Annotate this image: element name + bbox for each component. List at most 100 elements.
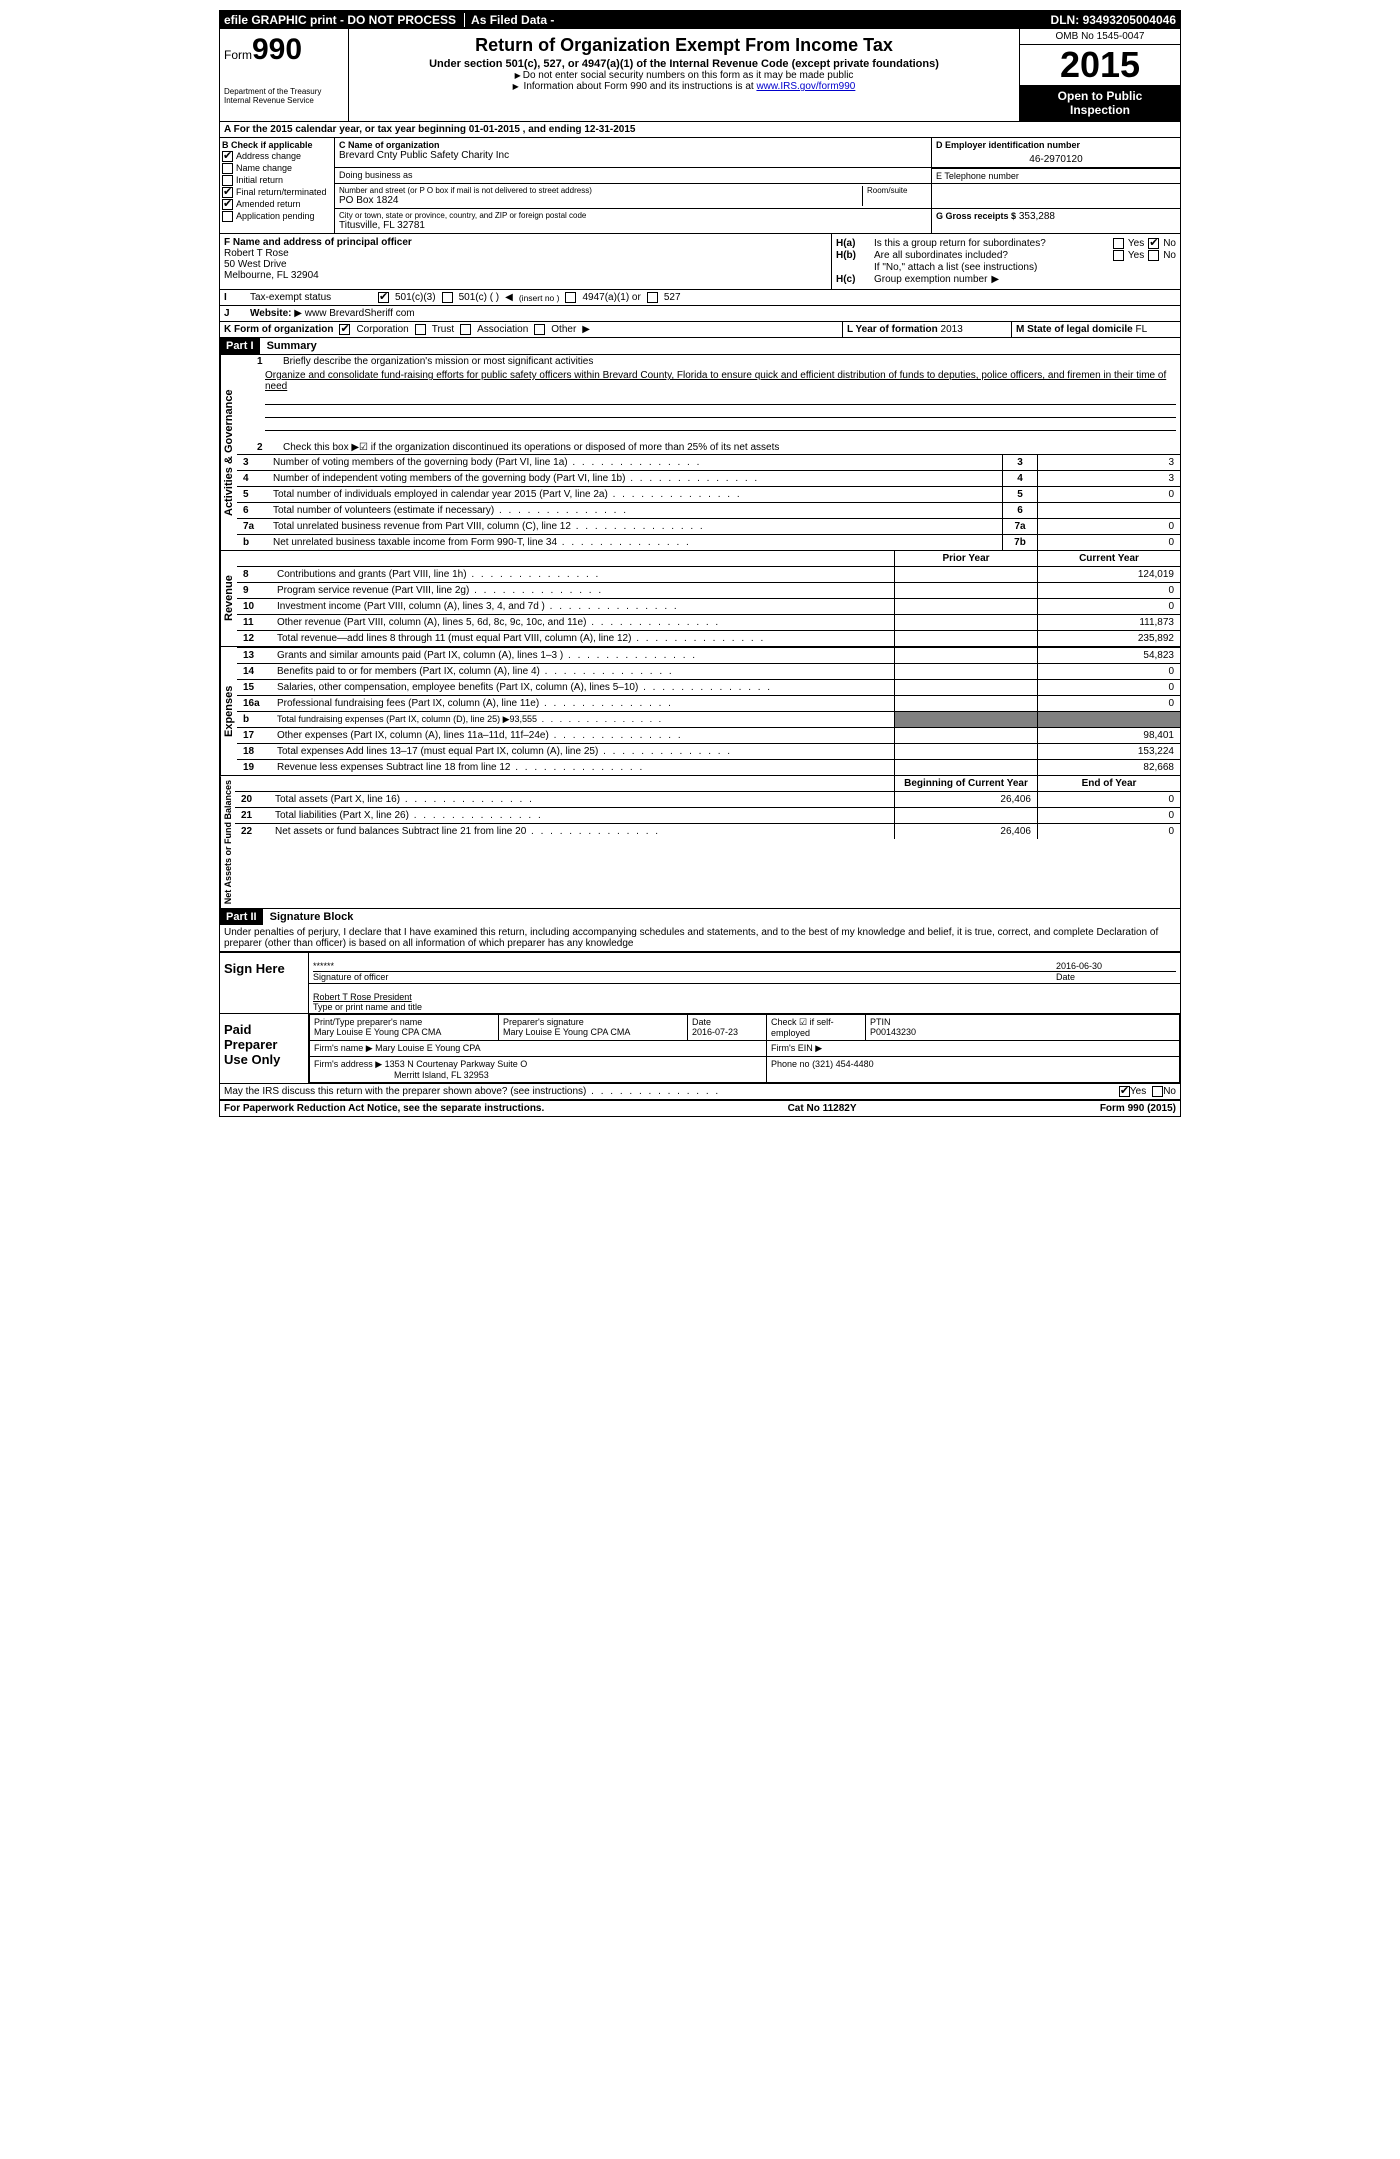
discuss-no-checkbox[interactable] (1152, 1086, 1163, 1097)
fin-row-num: 14 (237, 664, 275, 679)
city-label: City or town, state or province, country… (339, 211, 927, 220)
line1-txt: Briefly describe the organization's miss… (283, 356, 1176, 367)
street-label: Number and street (or P O box if mail is… (339, 186, 862, 195)
financial-row: 19 Revenue less expenses Subtract line 1… (237, 759, 1180, 775)
hb-yes-checkbox[interactable] (1113, 250, 1124, 261)
row-cellnum: 7b (1002, 535, 1038, 550)
discuss-yes-checkbox[interactable] (1119, 1086, 1130, 1097)
row-num: b (237, 535, 271, 550)
amended-return-label: Amended return (236, 199, 301, 209)
line2-num: 2 (257, 442, 283, 453)
form-footer: For Paperwork Reduction Act Notice, see … (220, 1099, 1180, 1116)
fin-row-num: 16a (237, 696, 275, 711)
col-b-title: B Check if applicable (222, 140, 332, 150)
row-klm: K Form of organization Corporation Trust… (220, 322, 1180, 338)
fin-prior-value (894, 744, 1037, 759)
row-num: 4 (237, 471, 271, 486)
application-pending-checkbox[interactable] (222, 211, 233, 222)
prep-name-label: Print/Type preparer's name (314, 1017, 494, 1027)
corp-checkbox[interactable] (339, 324, 350, 335)
firm-addr2: Merritt Island, FL 32953 (314, 1070, 489, 1080)
part-ii-label: Part II (220, 909, 263, 925)
fin-row-num: 8 (237, 567, 275, 582)
fin-current-value: 235,892 (1037, 631, 1180, 646)
fin-row-num: 21 (235, 808, 273, 823)
financial-row: 21 Total liabilities (Part X, line 26) 0 (235, 807, 1180, 823)
fin-current-value: 0 (1037, 792, 1180, 807)
firm-addr1: 1353 N Courtenay Parkway Suite O (385, 1059, 528, 1069)
net-assets-section: Net Assets or Fund Balances Beginning of… (220, 776, 1180, 909)
amended-return-checkbox[interactable] (222, 199, 233, 210)
fin-row-text: Net assets or fund balances Subtract lin… (273, 824, 894, 839)
prior-year-header: Prior Year (894, 551, 1037, 566)
row-j-website: J Website: ▶ www BrevardSheriff com (220, 306, 1180, 322)
form-number: 990 (252, 33, 302, 66)
fin-row-text: Benefits paid to or for members (Part IX… (275, 664, 894, 679)
financial-row: 8 Contributions and grants (Part VIII, l… (237, 566, 1180, 582)
fin-row-text: Contributions and grants (Part VIII, lin… (275, 567, 894, 582)
as-filed: As Filed Data - (464, 13, 554, 27)
assoc-label: Association (477, 324, 528, 335)
footer-mid: Cat No 11282Y (788, 1103, 857, 1114)
row-a-tax-year: A For the 2015 calendar year, or tax yea… (220, 122, 1180, 138)
firm-name: Mary Louise E Young CPA (375, 1043, 480, 1053)
state-domicile-value: FL (1135, 324, 1147, 335)
paid-preparer-label: Paid Preparer Use Only (220, 1014, 309, 1083)
hc-label: Group exemption number (874, 274, 987, 285)
row-text: Total unrelated business revenue from Pa… (271, 519, 1002, 534)
officer-label: F Name and address of principal officer (224, 237, 412, 248)
fin-row-num: 18 (237, 744, 275, 759)
ptin-value: P00143230 (870, 1027, 1175, 1037)
row-num: 7a (237, 519, 271, 534)
fin-current-value: 0 (1037, 824, 1180, 839)
mission-text: Organize and consolidate fund-raising ef… (265, 370, 1166, 392)
expenses-section: Expenses 13 Grants and similar amounts p… (220, 647, 1180, 776)
fin-prior-value (894, 808, 1037, 823)
state-domicile-label: M State of legal domicile (1016, 324, 1133, 335)
address-change-checkbox[interactable] (222, 151, 233, 162)
top-bar: efile GRAPHIC print - DO NOT PROCESS As … (220, 11, 1180, 29)
financial-row: 18 Total expenses Add lines 13–17 (must … (237, 743, 1180, 759)
ssn-notice: Do not enter social security numbers on … (357, 70, 1011, 81)
527-checkbox[interactable] (647, 292, 658, 303)
trust-label: Trust (432, 324, 454, 335)
preparer-table: Print/Type preparer's name Mary Louise E… (309, 1014, 1180, 1083)
dln-label: DLN: (1051, 13, 1080, 27)
prep-date: 2016-07-23 (692, 1027, 762, 1037)
ha-yes: Yes (1128, 238, 1144, 249)
fin-row-num: 20 (235, 792, 273, 807)
ha-no-checkbox[interactable] (1148, 238, 1159, 249)
irs-link[interactable]: www.IRS.gov/form990 (756, 81, 855, 92)
room-label: Room/suite (867, 186, 927, 195)
omb-number: OMB No 1545-0047 (1020, 29, 1180, 45)
row-value: 0 (1038, 487, 1180, 502)
501c-label: 501(c) ( ) (459, 292, 500, 303)
row-text: Number of voting members of the governin… (271, 455, 1002, 470)
part-i-label: Part I (220, 338, 260, 354)
initial-return-label: Initial return (236, 175, 283, 185)
fin-row-text: Investment income (Part VIII, column (A)… (275, 599, 894, 614)
row-value: 0 (1038, 535, 1180, 550)
assoc-checkbox[interactable] (460, 324, 471, 335)
trust-checkbox[interactable] (415, 324, 426, 335)
fin-current-value (1037, 712, 1180, 727)
501c3-checkbox[interactable] (378, 292, 389, 303)
year-formation-value: 2013 (941, 324, 963, 335)
summary-row: 7a Total unrelated business revenue from… (237, 518, 1180, 534)
fin-row-text: Total liabilities (Part X, line 26) (273, 808, 894, 823)
ein-label: D Employer identification number (936, 140, 1176, 150)
city-value: Titusville, FL 32781 (339, 220, 927, 231)
hb-no-checkbox[interactable] (1148, 250, 1159, 261)
fin-prior-value (894, 680, 1037, 695)
4947-checkbox[interactable] (565, 292, 576, 303)
name-change-checkbox[interactable] (222, 163, 233, 174)
street-value: PO Box 1824 (339, 195, 862, 206)
other-checkbox[interactable] (534, 324, 545, 335)
501c-checkbox[interactable] (442, 292, 453, 303)
fin-row-text: Salaries, other compensation, employee b… (275, 680, 894, 695)
ha-yes-checkbox[interactable] (1113, 238, 1124, 249)
ptin-label: PTIN (870, 1017, 1175, 1027)
efile-notice: efile GRAPHIC print - DO NOT PROCESS (224, 13, 456, 27)
fin-row-num: 22 (235, 824, 273, 839)
sign-here-label: Sign Here (220, 953, 309, 1013)
